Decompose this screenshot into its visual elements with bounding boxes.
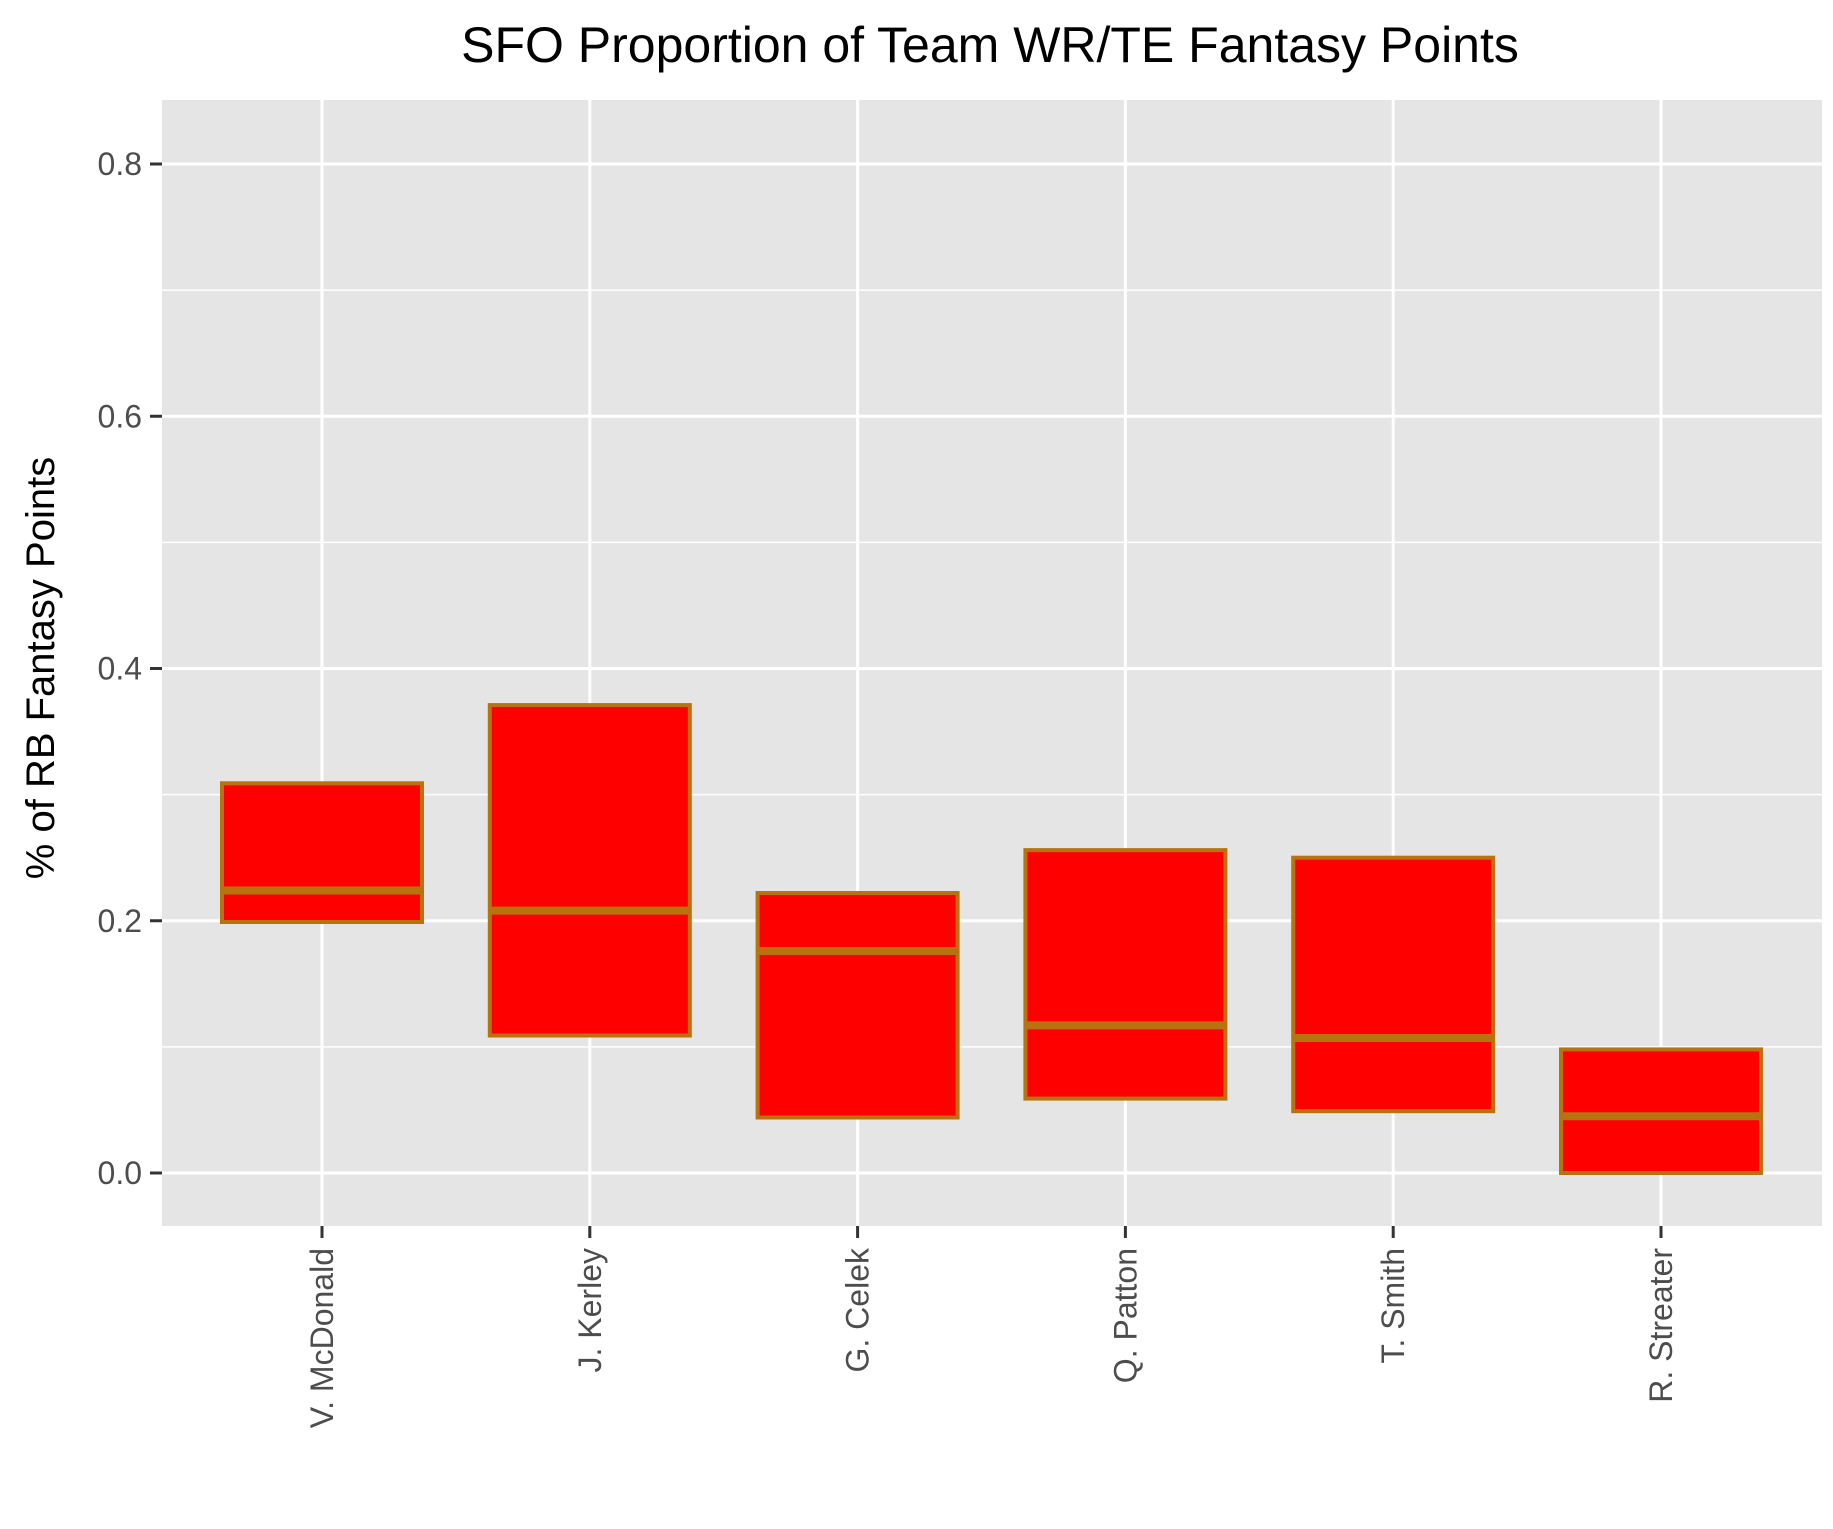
plot-panel bbox=[162, 100, 1822, 1226]
x-tick-label: V. McDonald bbox=[304, 1248, 340, 1428]
y-axis: 0.0 0.2 0.4 0.6 0.8 bbox=[98, 146, 162, 1191]
major-gridlines bbox=[162, 100, 1822, 1226]
y-tick-label: 0.8 bbox=[98, 146, 142, 182]
box bbox=[1559, 1047, 1763, 1175]
x-axis: V. McDonald J. Kerley G. Celek Q. Patton T. … bbox=[304, 1226, 1679, 1428]
chart-title: SFO Proportion of Team WR/TE Fantasy Poi… bbox=[461, 17, 1519, 73]
box bbox=[755, 891, 960, 1120]
x-tick-label: G. Celek bbox=[840, 1247, 876, 1372]
y-tick-label: 0.4 bbox=[98, 651, 142, 687]
y-tick-label: 0.6 bbox=[98, 398, 142, 434]
y-tick-label: 0.0 bbox=[98, 1155, 142, 1191]
box bbox=[487, 703, 692, 1038]
y-axis-title: % of RB Fantasy Points bbox=[19, 457, 63, 879]
minor-gridlines bbox=[162, 289, 1822, 1048]
x-tick-label: J. Kerley bbox=[572, 1248, 608, 1372]
x-tick-label: Q. Patton bbox=[1107, 1248, 1143, 1383]
box bbox=[220, 781, 424, 925]
x-tick-label: R. Streater bbox=[1643, 1248, 1679, 1403]
box bbox=[1023, 848, 1228, 1101]
x-tick-label: T. Smith bbox=[1375, 1248, 1411, 1364]
boxes bbox=[220, 703, 1763, 1175]
y-tick-label: 0.2 bbox=[98, 903, 142, 939]
box bbox=[1291, 855, 1496, 1114]
